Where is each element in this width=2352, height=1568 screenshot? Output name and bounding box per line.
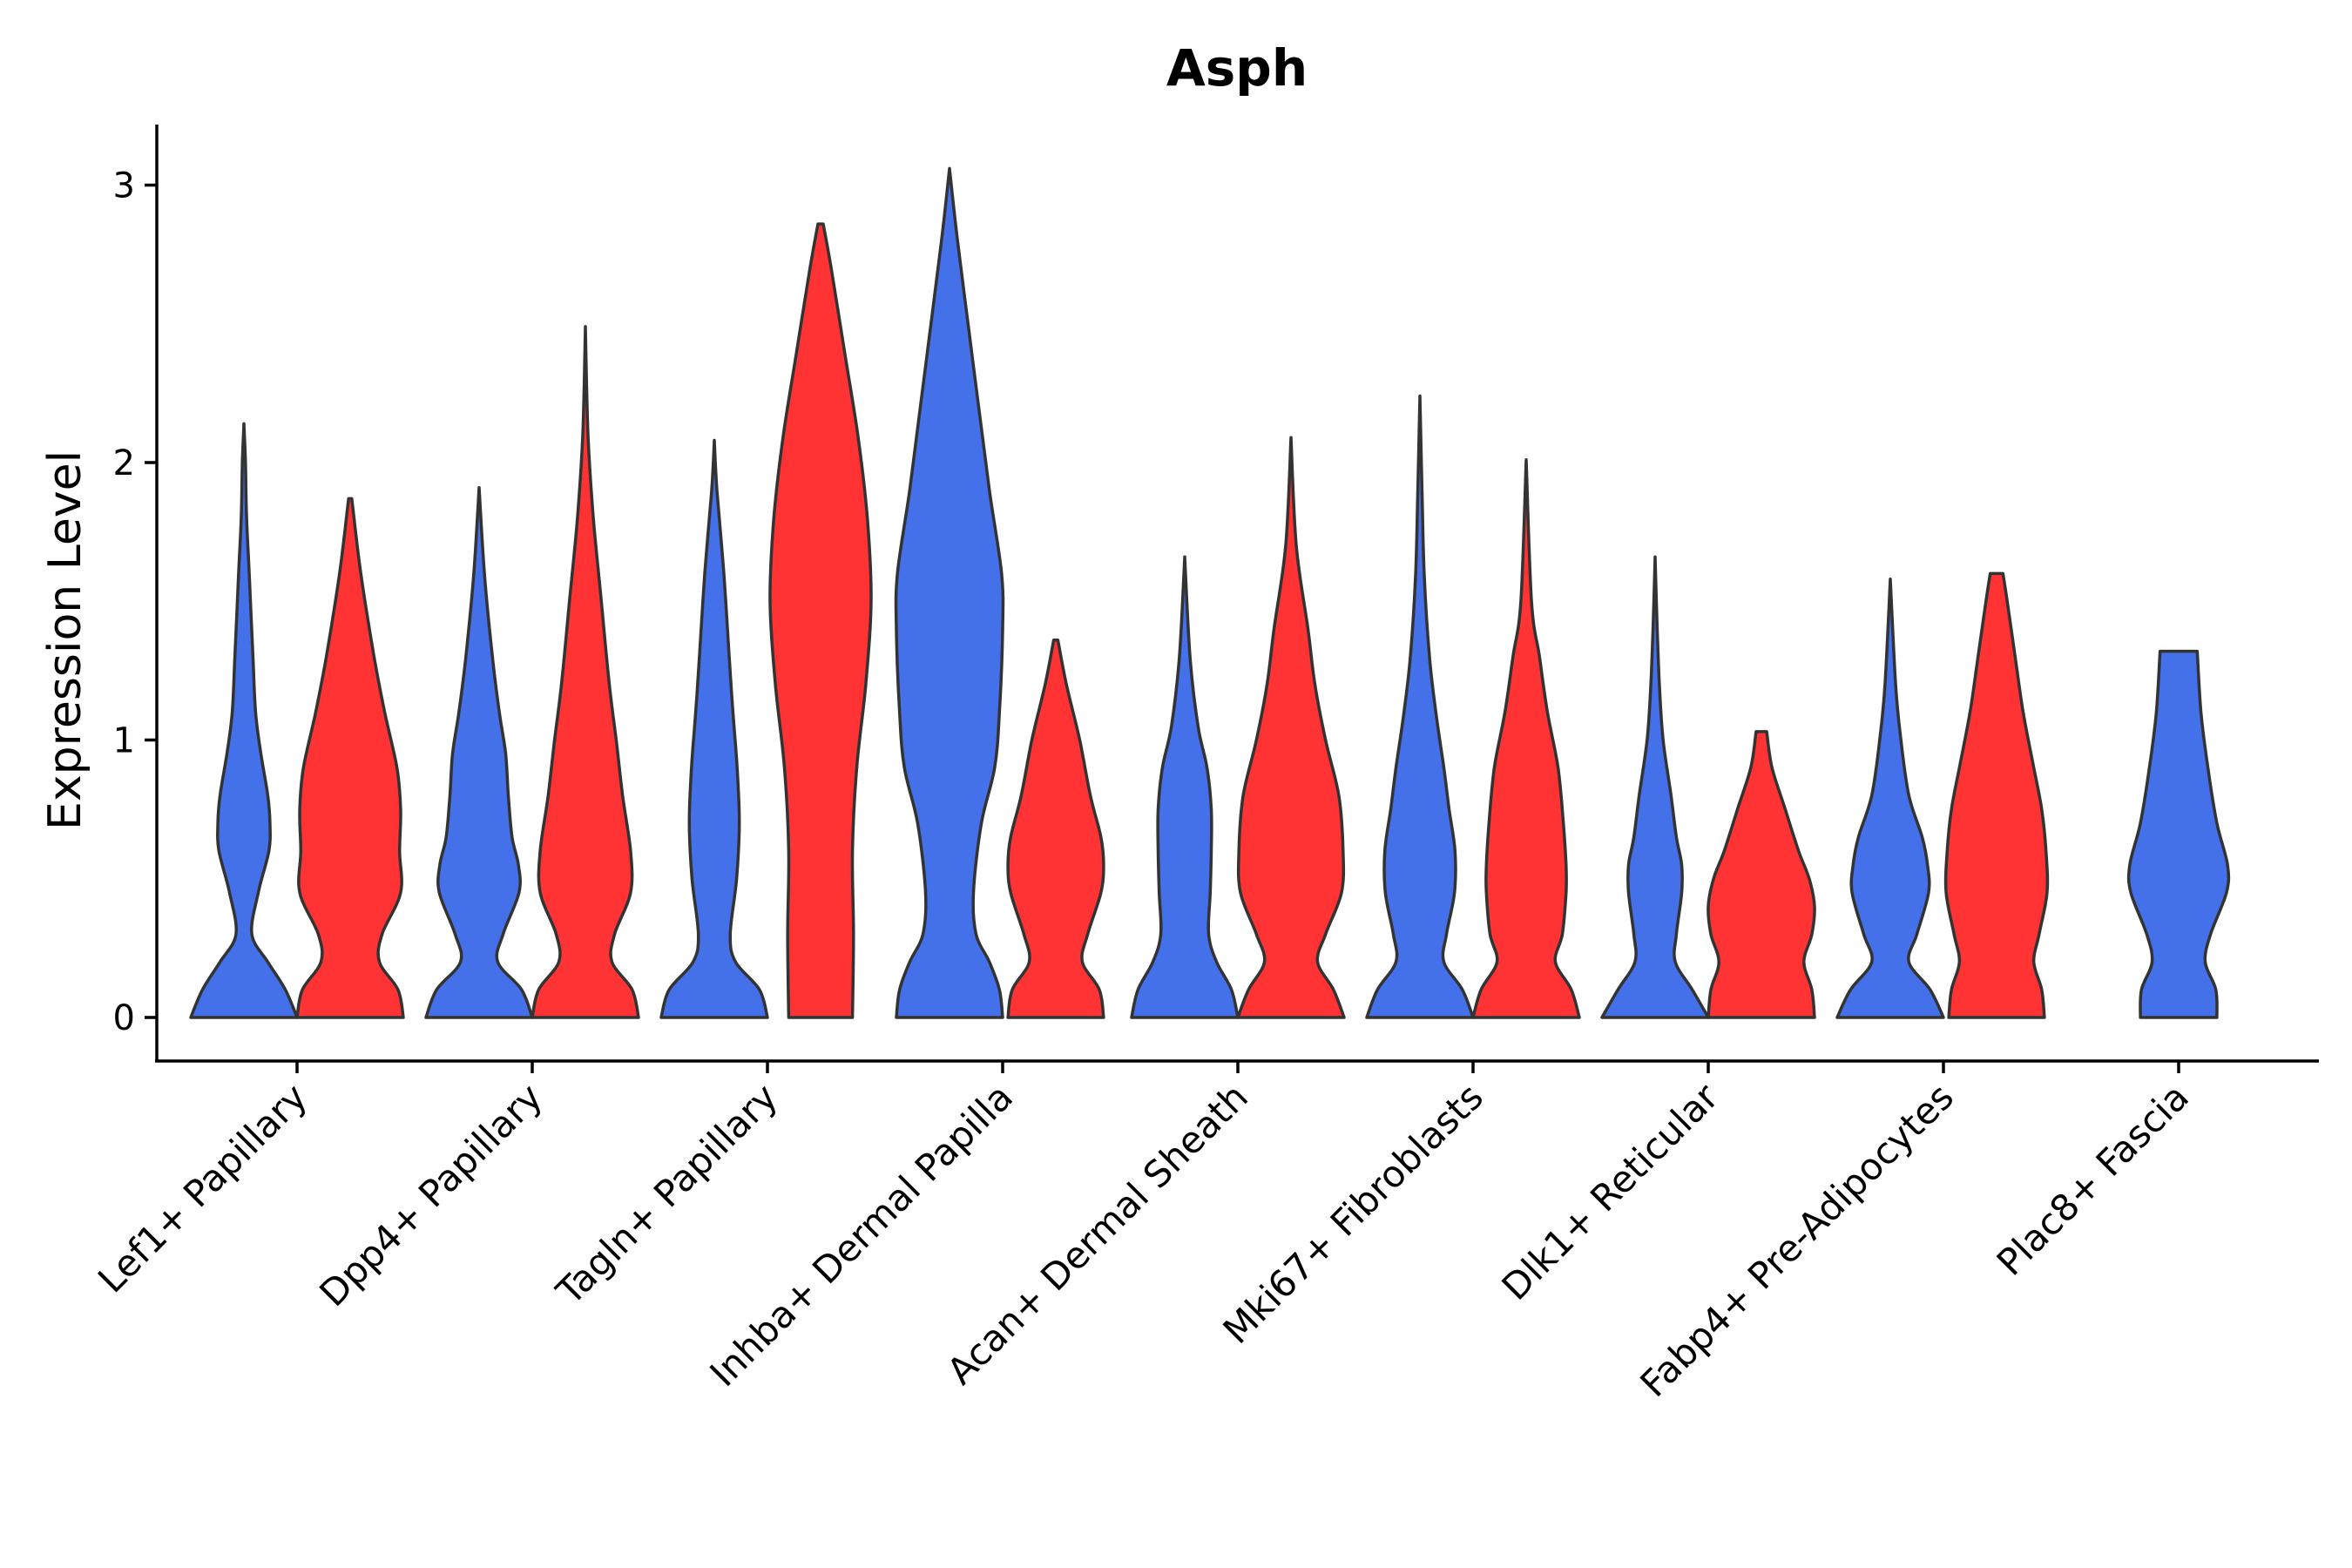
x-category-label: Dlk1+ Reticular bbox=[1494, 1075, 1727, 1308]
violin-red-6 bbox=[1471, 458, 1581, 1019]
violin-blue-6 bbox=[1365, 394, 1475, 1019]
violin-red-4 bbox=[1006, 639, 1105, 1019]
violin-red-5 bbox=[1236, 436, 1346, 1019]
x-category-label: Plac8+ Fascia bbox=[1989, 1075, 2197, 1283]
violin-blue-3 bbox=[659, 438, 769, 1019]
violin-red-8 bbox=[1943, 571, 2050, 1019]
violin-blue-1 bbox=[189, 422, 299, 1019]
x-category-label: Dpp4+ Papillary bbox=[311, 1075, 551, 1315]
violin-red-3 bbox=[768, 222, 873, 1019]
violin-red-7 bbox=[1707, 730, 1816, 1019]
violin-layer bbox=[189, 166, 2231, 1019]
violin-blue-2 bbox=[424, 485, 534, 1019]
violin-blue-8 bbox=[1835, 578, 1945, 1019]
violin-blue-5 bbox=[1130, 555, 1240, 1019]
violin-red-2 bbox=[531, 325, 640, 1019]
x-category-label: Tagln+ Papillary bbox=[548, 1075, 786, 1313]
chart-title: Asph bbox=[1166, 38, 1308, 98]
violin-blue-9 bbox=[2126, 649, 2231, 1019]
y-axis-label: Expression Level bbox=[39, 450, 91, 830]
violin-blue-4 bbox=[894, 166, 1005, 1019]
y-tick-label: 3 bbox=[113, 166, 135, 206]
x-category-label: Lef1+ Papillary bbox=[90, 1075, 315, 1301]
y-tick-label: 1 bbox=[113, 721, 135, 761]
violin-blue-7 bbox=[1600, 555, 1710, 1019]
x-category-label: Mki67+ Fibroblasts bbox=[1215, 1075, 1491, 1351]
violin-red-1 bbox=[295, 497, 405, 1019]
y-ticks: 0 1 2 3 bbox=[113, 166, 157, 1038]
y-tick-label: 0 bbox=[113, 998, 135, 1038]
y-tick-label: 2 bbox=[113, 443, 135, 483]
